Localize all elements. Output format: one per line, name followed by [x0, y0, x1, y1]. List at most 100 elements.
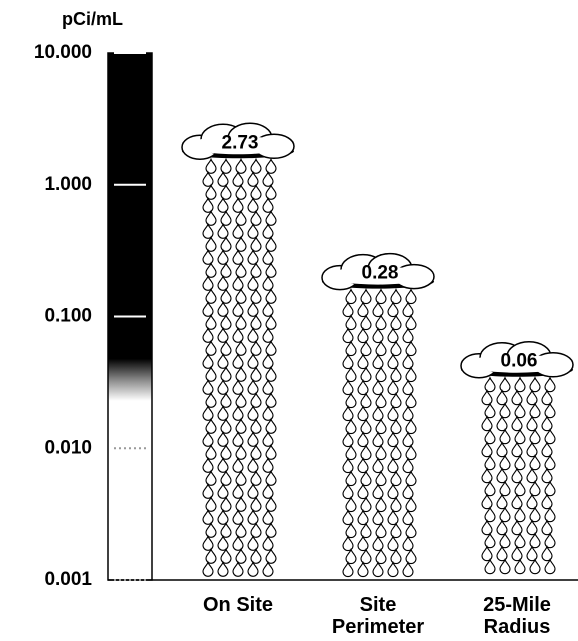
rain-drop	[251, 523, 261, 537]
y-tick-label: 0.010	[44, 437, 92, 458]
rain-drop	[233, 198, 243, 212]
rain-drop	[406, 420, 416, 434]
rain-drop	[388, 407, 398, 421]
value-label: 2.73	[222, 132, 259, 153]
rain-drop	[343, 407, 353, 421]
rain-drop	[346, 316, 356, 330]
rain-drop	[391, 472, 401, 486]
rain-drop	[361, 394, 371, 408]
rain-drop	[248, 198, 258, 212]
rain-drop	[266, 523, 276, 537]
rain-drop	[361, 290, 371, 304]
rain-drop	[358, 407, 368, 421]
rain-drop	[485, 404, 495, 418]
rain-drop	[376, 368, 386, 382]
rain-drop	[221, 445, 231, 459]
rain-drop	[233, 536, 243, 550]
rain-drop	[218, 380, 228, 394]
y-tick-label: 0.001	[44, 569, 92, 590]
rain-drop	[221, 549, 231, 563]
rain-drop	[203, 380, 213, 394]
rain-drop	[221, 471, 231, 485]
rain-drop	[403, 511, 413, 525]
rain-drop	[251, 393, 261, 407]
rain-drop	[388, 485, 398, 499]
rain-drop	[266, 289, 276, 303]
rain-drop	[361, 472, 371, 486]
rain-drop	[343, 433, 353, 447]
rain-drop	[376, 498, 386, 512]
rain-drop	[248, 250, 258, 264]
rain-drop	[361, 446, 371, 460]
rain-drop	[497, 547, 507, 561]
rain-column: 2.73	[182, 123, 294, 580]
rain-drop	[218, 198, 228, 212]
rain-drop	[221, 263, 231, 277]
rain-drop	[545, 508, 555, 522]
rain-drop	[497, 521, 507, 535]
rain-drop	[343, 355, 353, 369]
rain-drop	[376, 342, 386, 356]
rain-drop	[527, 495, 537, 509]
y-tick-label: 1.000	[44, 174, 92, 195]
x-tick-label: Site Perimeter	[328, 594, 428, 638]
rain-drop	[485, 534, 495, 548]
rain-drop	[406, 316, 416, 330]
rain-drop	[251, 367, 261, 381]
rain-drop	[358, 537, 368, 551]
rain-drop	[388, 303, 398, 317]
rain-drop	[403, 407, 413, 421]
rain-drop	[361, 368, 371, 382]
rain-drop	[376, 316, 386, 330]
rain-drop	[391, 446, 401, 460]
rain-drop	[346, 420, 356, 434]
rain-drop	[515, 456, 525, 470]
y-tick-label: 0.100	[44, 306, 92, 327]
rain-drop	[358, 563, 368, 577]
rain-drop	[361, 342, 371, 356]
rain-drop	[406, 342, 416, 356]
rain-drop	[376, 524, 386, 538]
rain-drop	[218, 432, 228, 446]
rain-drop	[545, 534, 555, 548]
rain-drop	[482, 417, 492, 431]
rain-drop	[542, 443, 552, 457]
rain-drop	[266, 211, 276, 225]
rain-drop	[388, 537, 398, 551]
rain-drop	[203, 510, 213, 524]
rain-drop	[263, 302, 273, 316]
rain-drop	[515, 378, 525, 392]
rain-drop	[263, 172, 273, 186]
rain-drop	[373, 563, 383, 577]
rain-drop	[203, 328, 213, 342]
rain-drop	[266, 549, 276, 563]
rain-drop	[542, 521, 552, 535]
rain-drop	[358, 329, 368, 343]
rain-drop	[251, 263, 261, 277]
rain-drop	[251, 497, 261, 511]
rain-drop	[221, 367, 231, 381]
rain-drop	[512, 443, 522, 457]
rain-drop	[236, 393, 246, 407]
rain-drop	[403, 563, 413, 577]
rain-drop	[530, 378, 540, 392]
rain-drop	[266, 445, 276, 459]
rain-drop	[248, 224, 258, 238]
rain-drop	[206, 523, 216, 537]
rain-drop	[515, 508, 525, 522]
rain-drop	[515, 482, 525, 496]
rain-drop	[512, 391, 522, 405]
rain-drop	[233, 354, 243, 368]
rain-drop	[266, 159, 276, 173]
rain-drop	[263, 484, 273, 498]
rain-drop	[263, 510, 273, 524]
rain-drop	[236, 367, 246, 381]
rain-drop	[203, 198, 213, 212]
rain-drop	[266, 341, 276, 355]
rain-drop	[388, 459, 398, 473]
rain-drop	[376, 550, 386, 564]
rain-drop	[358, 381, 368, 395]
rain-drop	[403, 355, 413, 369]
rain-drop	[391, 342, 401, 356]
rain-drop	[530, 456, 540, 470]
